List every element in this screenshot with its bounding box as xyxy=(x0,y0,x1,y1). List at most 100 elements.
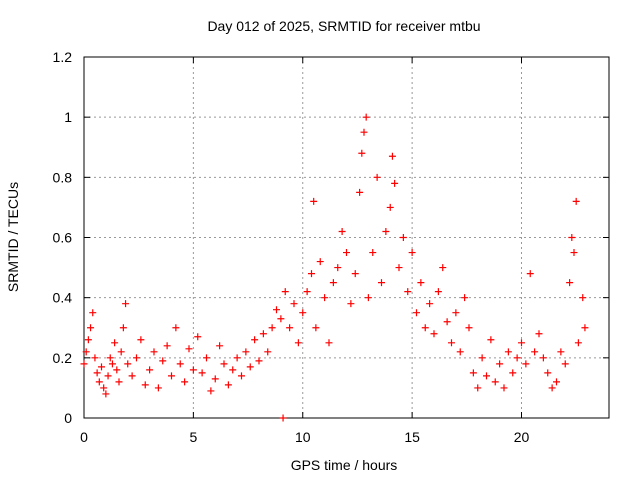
x-tick-label: 15 xyxy=(404,429,420,445)
data-point xyxy=(150,348,158,356)
data-point xyxy=(338,227,346,235)
data-point xyxy=(224,381,232,389)
data-point xyxy=(268,324,276,332)
data-point xyxy=(137,336,145,344)
data-point xyxy=(500,384,508,392)
data-point xyxy=(474,384,482,392)
data-point xyxy=(329,279,337,287)
data-point xyxy=(122,300,130,308)
data-point xyxy=(399,234,407,241)
data-point xyxy=(522,360,530,368)
y-tick-label: 1 xyxy=(64,109,72,125)
data-point xyxy=(343,249,350,257)
data-point xyxy=(102,390,110,398)
data-point xyxy=(106,354,114,362)
data-point xyxy=(557,348,565,356)
data-point xyxy=(362,113,370,121)
data-point xyxy=(430,330,438,338)
data-point xyxy=(108,360,116,368)
data-point xyxy=(93,369,101,377)
data-point xyxy=(189,366,197,374)
axis-ticks: 0 0.2 0.4 0.6 0.8 1 1.2 0 5 10 15 20 xyxy=(53,49,609,445)
data-point xyxy=(581,324,589,332)
data-point xyxy=(273,306,280,314)
data-point xyxy=(255,357,263,365)
data-point xyxy=(356,188,364,196)
data-point xyxy=(369,249,377,257)
data-point xyxy=(242,348,250,356)
data-point xyxy=(518,339,525,347)
data-point xyxy=(229,366,237,374)
data-point xyxy=(141,381,149,389)
data-point xyxy=(461,294,469,302)
data-point xyxy=(388,152,396,160)
data-point xyxy=(264,348,272,356)
data-point xyxy=(124,360,132,368)
data-point xyxy=(277,315,285,323)
data-point xyxy=(154,384,162,392)
data-points xyxy=(80,113,589,422)
y-axis-label: SRMTID / TECUs xyxy=(5,182,21,292)
data-point xyxy=(572,197,580,205)
data-point xyxy=(98,363,105,371)
data-point xyxy=(310,197,318,205)
data-point xyxy=(504,348,512,356)
data-point xyxy=(439,264,447,272)
data-point xyxy=(378,279,385,287)
data-point xyxy=(104,372,112,380)
data-point xyxy=(251,336,259,344)
y-tick-label: 0.2 xyxy=(53,350,73,366)
y-tick-label: 0.8 xyxy=(53,169,73,185)
data-point xyxy=(325,339,333,347)
grid xyxy=(84,57,609,418)
data-point xyxy=(181,378,189,386)
x-tick-label: 5 xyxy=(189,429,197,445)
data-point xyxy=(84,336,92,344)
data-point xyxy=(535,330,543,338)
data-point xyxy=(100,384,108,392)
data-point xyxy=(211,375,219,383)
data-point xyxy=(321,294,329,302)
data-point xyxy=(491,378,499,386)
data-point xyxy=(286,324,294,332)
data-point xyxy=(281,288,289,296)
data-point xyxy=(570,249,578,257)
x-tick-label: 0 xyxy=(80,429,88,445)
data-point xyxy=(456,348,464,356)
data-point xyxy=(216,342,224,350)
data-point xyxy=(117,348,125,356)
data-point xyxy=(303,288,311,296)
data-point xyxy=(80,360,88,368)
data-point xyxy=(111,339,119,347)
y-tick-label: 0 xyxy=(64,410,72,426)
data-point xyxy=(478,354,486,362)
data-point xyxy=(290,300,298,308)
data-point xyxy=(233,354,241,362)
data-point xyxy=(119,324,127,332)
data-point xyxy=(487,336,495,344)
data-point xyxy=(163,342,171,350)
data-point xyxy=(509,369,517,377)
data-point xyxy=(579,294,587,302)
data-point xyxy=(386,203,394,211)
data-point xyxy=(496,360,504,368)
data-point xyxy=(448,339,455,347)
data-point xyxy=(395,264,403,272)
data-point xyxy=(87,324,95,332)
data-point xyxy=(483,372,490,380)
data-point xyxy=(434,288,442,296)
data-point xyxy=(561,360,569,368)
data-point xyxy=(294,339,302,347)
data-point xyxy=(115,378,123,386)
data-point xyxy=(91,354,99,362)
data-point xyxy=(391,179,399,187)
data-point xyxy=(220,360,228,368)
data-point xyxy=(417,279,425,287)
data-point xyxy=(358,149,366,157)
data-point xyxy=(539,354,547,362)
data-point xyxy=(574,339,582,347)
data-point xyxy=(566,279,574,287)
x-tick-label: 20 xyxy=(514,429,530,445)
data-point xyxy=(316,258,324,266)
